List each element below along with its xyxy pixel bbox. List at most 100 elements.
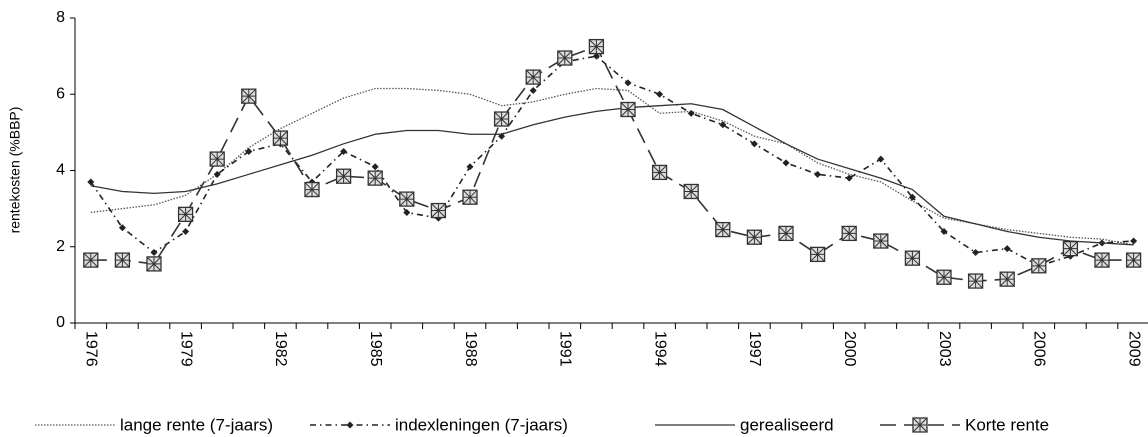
series-line — [90, 103, 1134, 246]
marker-x — [1094, 252, 1110, 268]
legend-label: gerealiseerd — [740, 415, 834, 434]
marker — [972, 248, 980, 256]
x-tick-label: 1988 — [462, 331, 479, 367]
marker — [936, 269, 952, 285]
x-tick-label: 2000 — [841, 331, 858, 367]
marker — [1031, 258, 1047, 274]
y-tick-label: 4 — [56, 162, 65, 179]
marker — [1130, 237, 1138, 245]
marker-x — [146, 256, 162, 272]
marker — [687, 109, 695, 117]
marker — [403, 208, 411, 216]
marker — [782, 159, 790, 167]
marker — [719, 121, 727, 129]
marker — [241, 88, 257, 104]
marker — [683, 183, 699, 200]
marker — [304, 181, 320, 198]
marker — [177, 206, 194, 222]
marker — [399, 191, 415, 207]
marker — [908, 193, 916, 201]
marker-x — [115, 252, 130, 268]
x-tick-label: 1994 — [651, 331, 668, 367]
marker-x — [715, 222, 731, 237]
series-line — [90, 55, 1134, 267]
marker — [1003, 245, 1011, 253]
marker — [904, 250, 921, 266]
marker-x — [367, 170, 383, 186]
marker — [83, 252, 99, 268]
marker-x — [336, 168, 351, 184]
marker-x — [936, 269, 952, 285]
marker-x — [525, 69, 541, 85]
marker — [841, 225, 857, 242]
marker-x — [273, 130, 288, 146]
marker-x — [905, 250, 920, 266]
marker — [1125, 252, 1142, 268]
marker-x — [747, 229, 762, 245]
y-tick-label: 2 — [56, 238, 65, 255]
marker — [588, 38, 605, 55]
x-tick-label: 1976 — [83, 331, 100, 367]
y-tick-label: 8 — [56, 9, 65, 26]
marker — [182, 228, 190, 235]
x-tick-label: 1979 — [177, 331, 194, 367]
marker — [529, 86, 537, 94]
x-tick-label: 1991 — [557, 331, 574, 367]
marker — [873, 233, 889, 249]
marker-x — [83, 252, 99, 268]
marker — [814, 170, 822, 178]
marker-x — [683, 184, 699, 199]
marker-x — [304, 182, 320, 197]
marker — [592, 52, 600, 60]
marker-x — [968, 273, 983, 289]
marker-x — [999, 271, 1015, 287]
marker — [114, 252, 131, 268]
marker — [466, 163, 474, 171]
marker — [656, 90, 664, 98]
marker-x — [912, 417, 928, 433]
marker — [118, 224, 126, 232]
y-tick-label: 0 — [56, 314, 65, 331]
marker — [150, 248, 158, 256]
marker-x — [652, 165, 667, 180]
marker — [272, 130, 289, 146]
marker-x — [209, 151, 225, 167]
marker — [335, 168, 352, 184]
marker — [651, 164, 668, 181]
marker-x — [873, 233, 889, 249]
marker-x — [1031, 258, 1047, 274]
marker-x — [810, 247, 825, 262]
marker-x — [399, 191, 415, 207]
marker — [340, 147, 348, 155]
marker — [430, 202, 447, 219]
marker — [877, 155, 885, 163]
legend-label: Korte rente — [965, 415, 1049, 434]
marker — [87, 178, 95, 186]
marker — [746, 229, 763, 245]
y-tick-label: 6 — [56, 85, 65, 102]
marker — [146, 256, 162, 272]
marker-x — [241, 88, 257, 104]
marker — [967, 273, 984, 289]
marker — [912, 417, 928, 433]
marker — [525, 69, 541, 85]
series-line — [90, 45, 1134, 282]
marker — [999, 271, 1015, 287]
marker — [209, 151, 225, 167]
marker — [715, 221, 731, 238]
marker — [367, 170, 383, 186]
marker — [1062, 241, 1079, 257]
marker-x — [778, 226, 794, 241]
marker-x — [462, 189, 478, 205]
marker — [809, 246, 826, 263]
marker-x — [589, 39, 604, 54]
legend-label: indexleningen (7-jaars) — [395, 415, 568, 434]
marker-x — [841, 226, 857, 241]
marker — [371, 163, 379, 171]
x-tick-label: 2003 — [936, 331, 953, 367]
series-line — [90, 87, 1134, 246]
x-tick-label: 1997 — [746, 331, 763, 367]
marker — [778, 225, 794, 242]
marker — [213, 170, 221, 178]
